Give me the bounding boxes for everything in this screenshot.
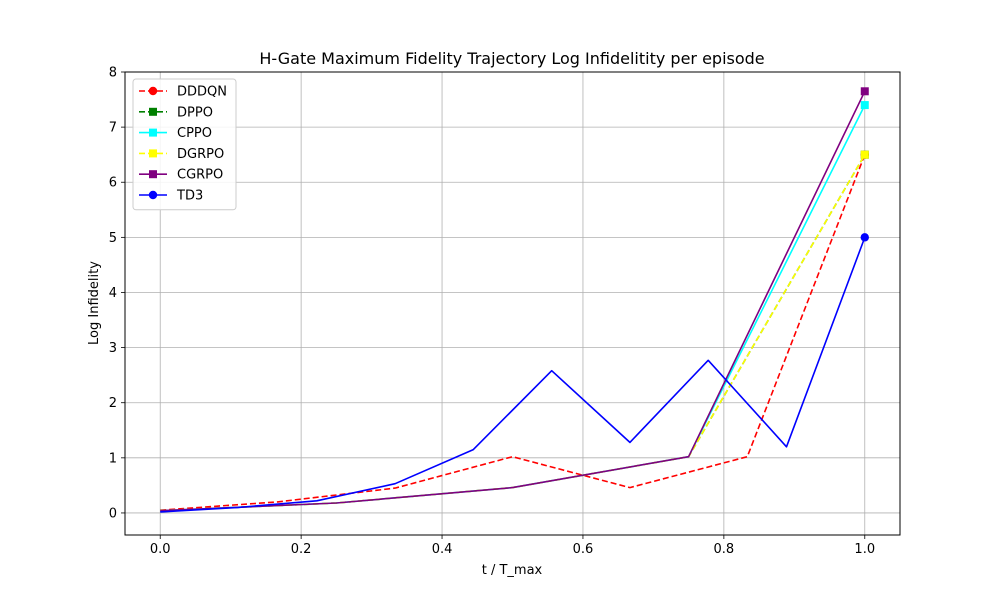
legend-label-dddqn: DDDQN xyxy=(177,85,227,100)
y-tick-label: 1 xyxy=(109,451,117,466)
x-axis-label: t / T_max xyxy=(482,563,543,578)
axis-ticks: 0.0 0.2 0.4 0.6 0.8 1.0 0 1 2 3 4 5 6 7 8 xyxy=(109,66,875,558)
legend-label-dppo: DPPO xyxy=(177,105,213,120)
legend-item-cgrpo: CGRPO xyxy=(139,168,223,183)
series-line-cgrpo xyxy=(160,90,866,512)
y-tick-label: 0 xyxy=(109,506,117,521)
series-cgrpo xyxy=(160,87,869,512)
legend-marker-dddqn xyxy=(148,86,158,96)
plot-frame xyxy=(124,71,901,536)
y-axis-label: Log Infidelity xyxy=(87,261,102,345)
series-td3 xyxy=(160,233,869,513)
x-tick-label: 0.8 xyxy=(714,542,735,557)
x-tick-label: 1.0 xyxy=(854,542,875,557)
series-point-td3 xyxy=(860,233,869,242)
legend-item-cppo: CPPO xyxy=(139,126,212,141)
x-tick-label: 0.2 xyxy=(291,542,312,557)
legend-marker-dppo xyxy=(149,107,157,116)
legend-item-dgrpo: DGRPO xyxy=(139,147,224,162)
legend-marker-td3 xyxy=(148,190,158,200)
chart-title: H-Gate Maximum Fidelity Trajectory Log I… xyxy=(259,49,764,68)
y-tick-label: 5 xyxy=(109,231,117,246)
y-tick-label: 3 xyxy=(109,341,117,356)
legend-marker-cppo xyxy=(149,128,157,137)
legend-label-dgrpo: DGRPO xyxy=(177,147,224,162)
legend-label-cgrpo: CGRPO xyxy=(177,168,223,183)
y-tick-label: 2 xyxy=(109,396,117,411)
y-tick-label: 6 xyxy=(109,176,117,191)
legend-item-dppo: DPPO xyxy=(139,105,213,120)
series-line-dddqn xyxy=(160,154,866,511)
legend-item-dddqn: DDDQN xyxy=(139,85,227,100)
series-line-td3 xyxy=(160,237,866,513)
series-point-dgrpo xyxy=(860,150,869,159)
legend-marker-cgrpo xyxy=(149,170,157,179)
y-tick-label: 7 xyxy=(109,121,117,136)
series-point-cppo xyxy=(860,101,869,110)
y-tick-label: 8 xyxy=(109,66,117,81)
legend: DDDQN DPPO CPPO DGRPO CGRPO TD3 xyxy=(132,78,237,211)
x-tick-label: 0.6 xyxy=(573,542,594,557)
x-tick-label: 0.0 xyxy=(150,542,171,557)
y-tick-label: 4 xyxy=(109,286,117,301)
legend-marker-dgrpo xyxy=(149,149,157,158)
legend-item-td3: TD3 xyxy=(139,189,203,204)
legend-label-cppo: CPPO xyxy=(177,126,212,141)
series-lines xyxy=(160,87,869,513)
x-tick-label: 0.4 xyxy=(432,542,453,557)
series-point-cgrpo xyxy=(860,87,869,96)
legend-label-td3: TD3 xyxy=(176,189,203,204)
